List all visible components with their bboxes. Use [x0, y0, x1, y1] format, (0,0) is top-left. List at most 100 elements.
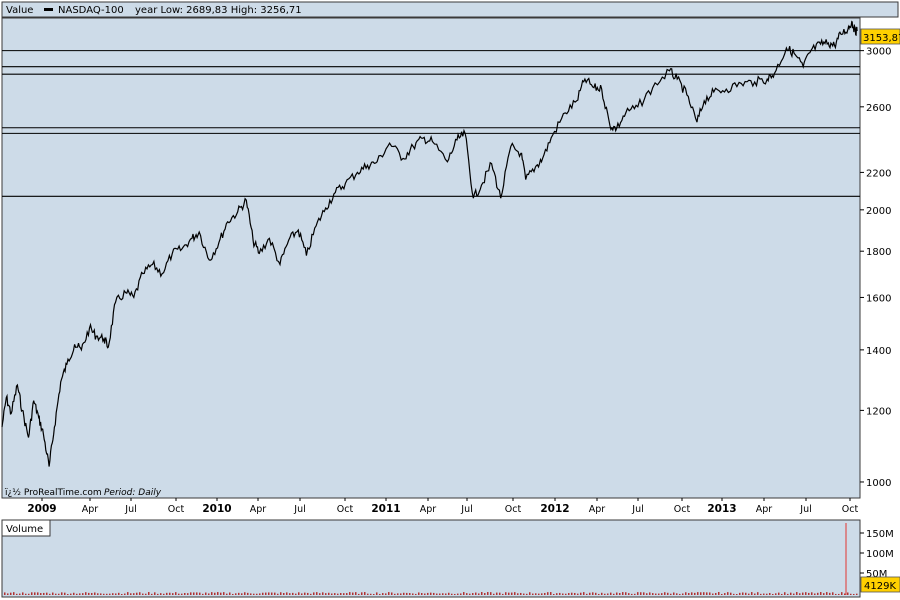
- volume-bar: [184, 592, 186, 595]
- volume-bar: [202, 593, 204, 595]
- volume-bar: [34, 592, 36, 595]
- volume-bar: [532, 593, 534, 595]
- x-axis: 2009 Apr Jul Oct 2010 Apr Jul Oct 2011 Apr Jul Oct 2…: [27, 498, 858, 515]
- volume-bar: [79, 593, 81, 595]
- volume-bar: [487, 592, 489, 595]
- volume-bar: [316, 592, 318, 595]
- volume-bar: [283, 592, 285, 595]
- volume-bar: [412, 593, 414, 595]
- x-tick-label: Apr: [420, 504, 437, 515]
- volume-bar: [46, 592, 48, 595]
- volume-bar: [628, 593, 630, 595]
- volume-bar: [652, 593, 654, 595]
- volume-bar: [526, 593, 528, 595]
- y-tick-label: 1200: [866, 406, 891, 417]
- volume-bar: [136, 592, 138, 595]
- volume-bar: [142, 593, 144, 595]
- volume-bar: [409, 593, 411, 595]
- volume-bar: [244, 592, 246, 595]
- volume-bar: [745, 592, 747, 595]
- header-range-text: year Low: 2689,83 High: 3256,71: [135, 5, 302, 16]
- volume-bar: [25, 593, 27, 595]
- volume-bar: [121, 593, 123, 595]
- volume-bar: [4, 592, 6, 595]
- volume-bar: [694, 592, 696, 595]
- volume-bar: [169, 592, 171, 595]
- volume-bar: [775, 593, 777, 595]
- volume-bar: [127, 592, 129, 595]
- volume-bar: [787, 593, 789, 595]
- volume-bar: [670, 593, 672, 595]
- volume-bar: [175, 592, 177, 595]
- volume-bar: [340, 593, 342, 595]
- volume-bar: [550, 592, 552, 595]
- volume-bar: [307, 592, 309, 595]
- current-value-label: 3153,87: [863, 33, 900, 44]
- volume-bar: [19, 593, 21, 595]
- volume-bar: [721, 593, 723, 595]
- volume-bar: [415, 593, 417, 595]
- volume-bar: [796, 592, 798, 595]
- volume-bar: [241, 593, 243, 595]
- volume-bar: [271, 592, 273, 595]
- volume-bar: [691, 592, 693, 595]
- volume-bar: [436, 593, 438, 595]
- volume-bar: [553, 593, 555, 595]
- volume-bar: [475, 592, 477, 595]
- volume-bar: [238, 592, 240, 595]
- volume-bar: [661, 593, 663, 595]
- y-tick-label: 1600: [866, 293, 891, 304]
- volume-bar: [739, 592, 741, 595]
- x-tick-label: 2009: [27, 503, 56, 515]
- volume-bar: [754, 593, 756, 595]
- volume-bar: [559, 592, 561, 595]
- volume-bar: [187, 593, 189, 595]
- volume-bar: [379, 593, 381, 595]
- x-tick-label: 2013: [707, 503, 736, 515]
- volume-bar: [760, 593, 762, 595]
- volume-bar: [757, 592, 759, 595]
- volume-bar: [40, 593, 42, 595]
- volume-bar: [433, 592, 435, 595]
- volume-bar: [685, 592, 687, 595]
- volume-bar: [343, 593, 345, 595]
- volume-bar: [247, 592, 249, 595]
- volume-bar: [772, 593, 774, 595]
- y-tick-label: 1400: [866, 346, 891, 357]
- volume-bar: [58, 593, 60, 595]
- volume-bar: [805, 592, 807, 595]
- volume-bar: [730, 592, 732, 595]
- volume-bar: [199, 592, 201, 595]
- volume-bar: [160, 593, 162, 595]
- volume-bar: [463, 592, 465, 595]
- volume-bar: [391, 592, 393, 595]
- volume-bar: [277, 593, 279, 595]
- volume-bar: [640, 592, 642, 595]
- volume-bar: [226, 593, 228, 595]
- x-tick-label: Apr: [250, 504, 267, 515]
- volume-bar: [382, 593, 384, 595]
- volume-bar: [448, 592, 450, 595]
- volume-bar: [541, 593, 543, 595]
- volume-bar: [508, 592, 510, 595]
- volume-bar: [688, 593, 690, 595]
- volume-tick-label: 50M: [866, 569, 887, 580]
- volume-bar: [589, 592, 591, 595]
- volume-bar: [304, 592, 306, 595]
- volume-bar: [196, 592, 198, 595]
- volume-bar: [280, 592, 282, 595]
- current-value-marker: 3153,87: [860, 28, 900, 45]
- volume-bar: [229, 592, 231, 595]
- volume-bar: [478, 593, 480, 595]
- volume-panel: Volume 150M 100M 50M 4129K: [1, 519, 900, 598]
- volume-bar: [622, 592, 624, 595]
- volume-bar: [385, 593, 387, 595]
- volume-bar: [697, 592, 699, 595]
- volume-bar: [682, 593, 684, 595]
- volume-bar: [547, 592, 549, 595]
- volume-bar: [676, 593, 678, 595]
- volume-bar: [367, 593, 369, 595]
- volume-bar: [820, 592, 822, 595]
- volume-bar: [496, 592, 498, 595]
- volume-bar: [112, 593, 114, 595]
